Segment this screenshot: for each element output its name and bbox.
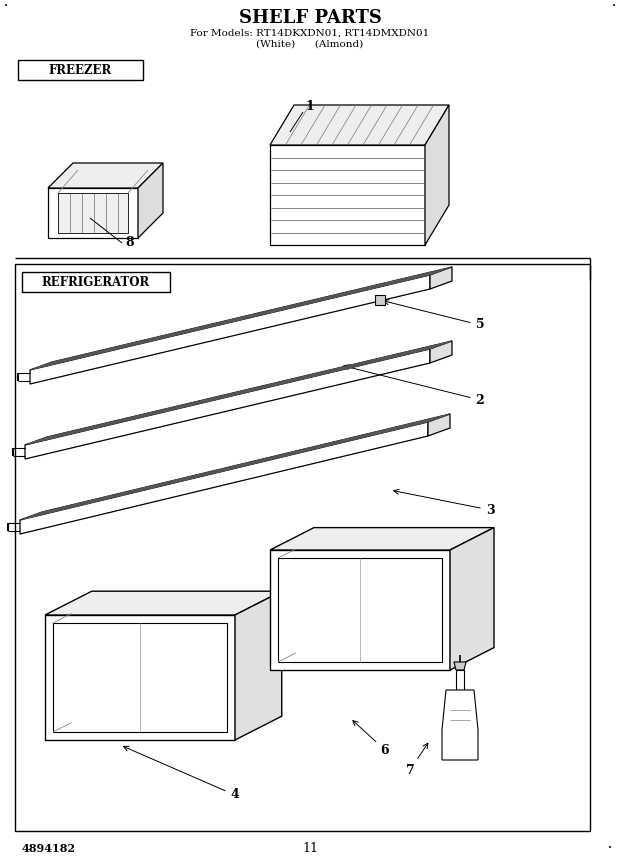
Text: REFRIGERATOR: REFRIGERATOR — [42, 276, 150, 288]
Polygon shape — [45, 615, 235, 740]
Text: For Models: RT14DKXDN01, RT14DMXDN01: For Models: RT14DKXDN01, RT14DMXDN01 — [190, 28, 430, 38]
Text: FREEZER: FREEZER — [48, 64, 112, 77]
Bar — [18, 60, 143, 80]
Text: •: • — [4, 3, 8, 9]
Text: (White)      (Almond): (White) (Almond) — [257, 40, 363, 48]
Polygon shape — [53, 623, 227, 732]
Polygon shape — [48, 163, 163, 188]
Text: 6: 6 — [353, 721, 389, 757]
Text: 7: 7 — [405, 743, 428, 777]
Polygon shape — [450, 528, 494, 670]
Polygon shape — [442, 690, 478, 760]
Polygon shape — [25, 341, 452, 445]
Text: 2: 2 — [343, 365, 484, 406]
Text: SHELF PARTS: SHELF PARTS — [239, 9, 381, 27]
Text: •: • — [612, 3, 616, 9]
Text: •: • — [608, 845, 612, 851]
Polygon shape — [430, 341, 452, 363]
Polygon shape — [270, 145, 425, 245]
Text: 8: 8 — [126, 237, 135, 250]
Polygon shape — [270, 550, 450, 670]
Polygon shape — [30, 275, 430, 384]
Text: 4: 4 — [123, 746, 239, 802]
Text: 5: 5 — [384, 300, 484, 331]
Polygon shape — [235, 592, 281, 740]
Polygon shape — [138, 163, 163, 238]
Polygon shape — [375, 295, 385, 305]
Polygon shape — [48, 188, 138, 238]
Polygon shape — [270, 528, 494, 550]
Polygon shape — [25, 349, 430, 459]
Polygon shape — [456, 670, 464, 690]
Text: 11: 11 — [302, 841, 318, 854]
Bar — [22, 272, 170, 292]
Text: 4894182: 4894182 — [22, 843, 76, 853]
Polygon shape — [270, 105, 449, 145]
Text: 3: 3 — [394, 489, 494, 517]
Text: 1: 1 — [306, 101, 314, 114]
Polygon shape — [45, 592, 281, 615]
Polygon shape — [58, 193, 128, 233]
Polygon shape — [20, 414, 450, 520]
Polygon shape — [30, 267, 452, 370]
Polygon shape — [428, 414, 450, 436]
Bar — [15, 264, 590, 831]
Polygon shape — [430, 267, 452, 289]
Polygon shape — [20, 422, 428, 534]
Polygon shape — [425, 105, 449, 245]
Polygon shape — [454, 662, 466, 670]
Polygon shape — [278, 558, 442, 662]
